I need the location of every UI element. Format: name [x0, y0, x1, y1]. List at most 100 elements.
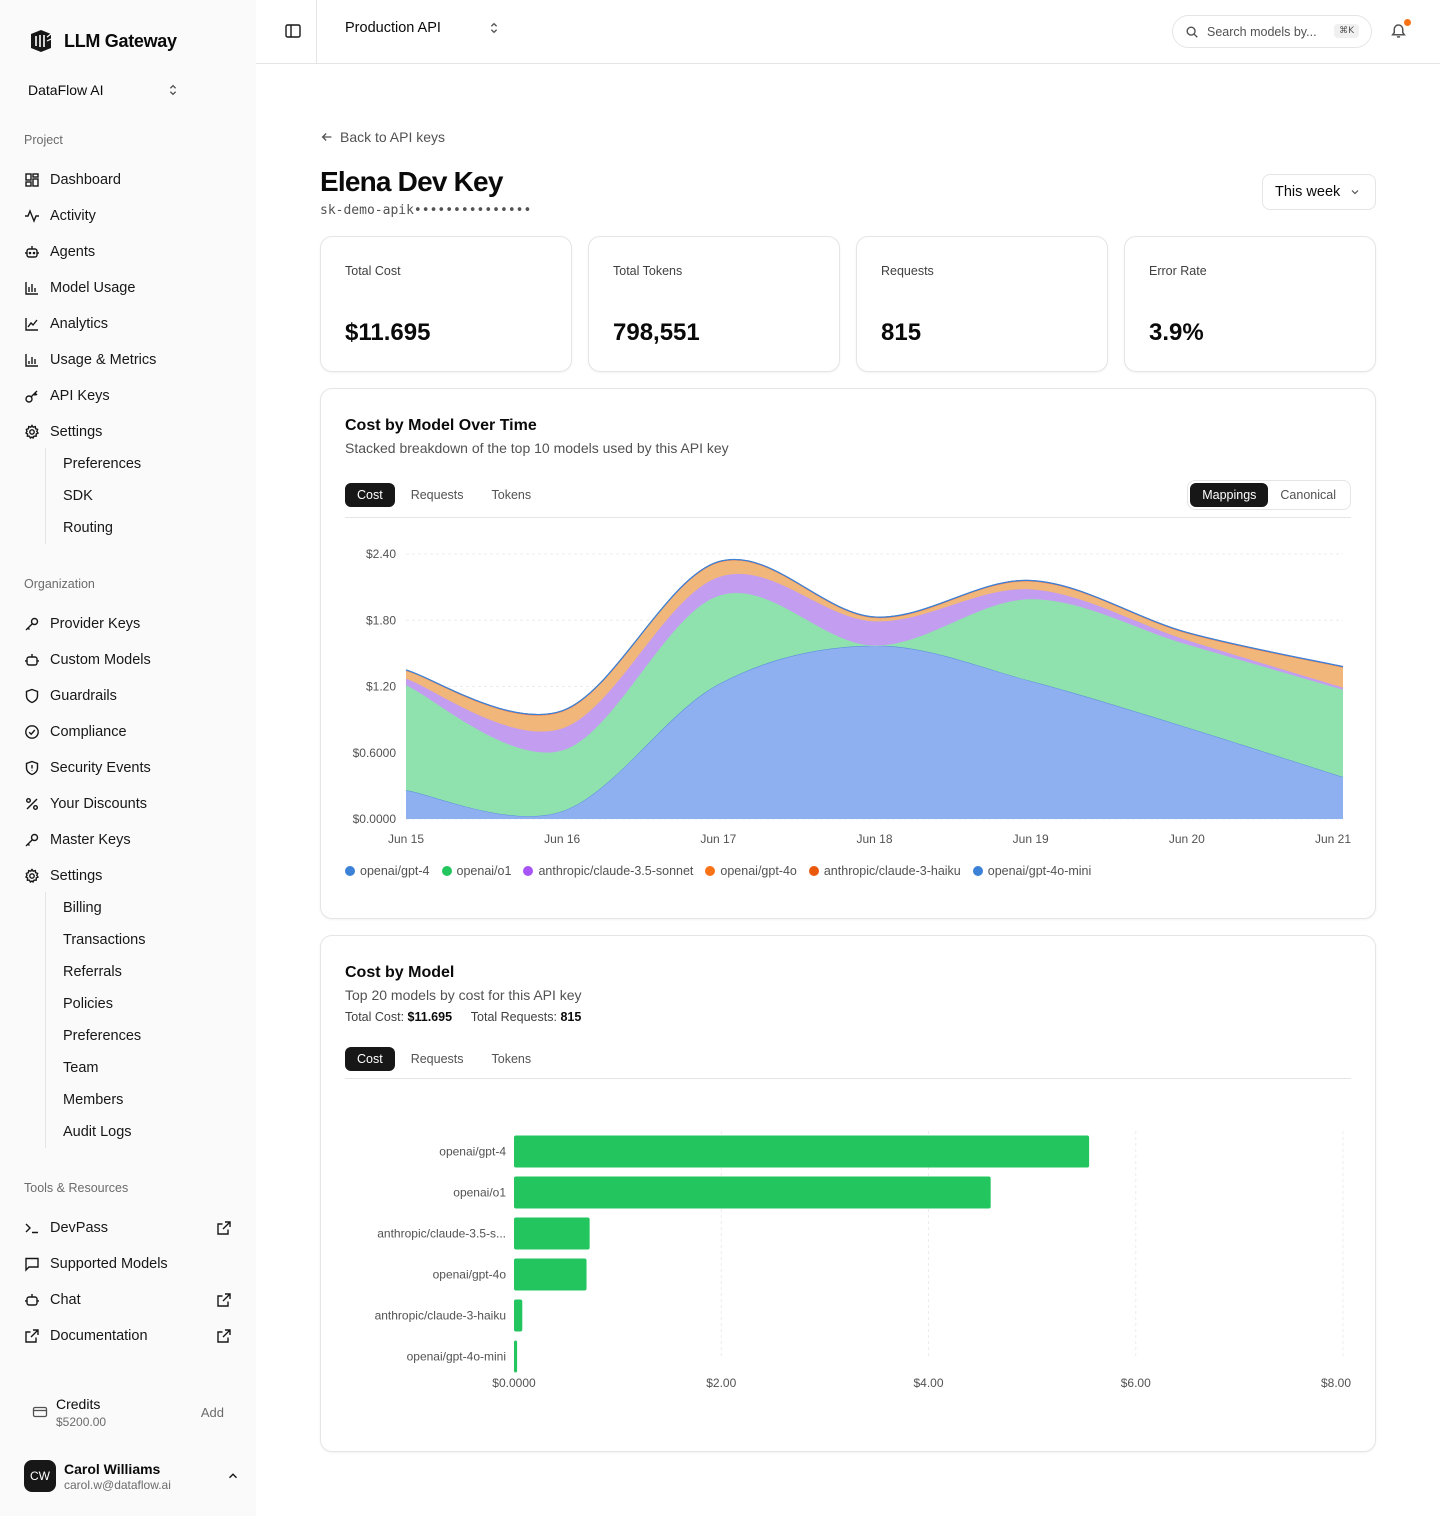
legend-item[interactable]: openai/gpt-4: [345, 864, 430, 878]
bar[interactable]: [514, 1340, 518, 1373]
nav-chat[interactable]: Chat: [16, 1284, 240, 1316]
external-link-icon: [25, 1329, 39, 1343]
x-tick-label: Jun 20: [1169, 832, 1205, 846]
stat-label: Total Tokens: [613, 264, 683, 278]
legend-item[interactable]: openai/gpt-4o: [705, 864, 797, 878]
chevron-up-icon: [229, 1473, 237, 1479]
section-label-project: Project: [24, 133, 63, 147]
bar[interactable]: [514, 1217, 590, 1250]
org-name: DataFlow AI: [28, 82, 104, 98]
nav-supported-models[interactable]: Supported Models: [16, 1248, 240, 1280]
shield-alert-icon: [25, 760, 39, 776]
card-subtitle: Top 20 models by cost for this API key: [345, 987, 582, 1003]
nav-custom-models[interactable]: Custom Models: [16, 644, 240, 676]
stat-label: Error Rate: [1149, 264, 1207, 278]
nav-label: Supported Models: [50, 1256, 168, 1272]
date-range-value: This week: [1275, 184, 1341, 200]
bar[interactable]: [514, 1176, 991, 1209]
nav-devpass[interactable]: DevPass: [16, 1212, 240, 1244]
date-range-select[interactable]: This week: [1262, 174, 1376, 210]
nav-provider-keys[interactable]: Provider Keys: [16, 608, 240, 640]
nav-sub-preferences[interactable]: Preferences: [63, 456, 142, 472]
panel-left-icon[interactable]: [284, 22, 302, 40]
bar-chart[interactable]: $0.0000 $2.00 $4.00 $6.00 $8.00openai/gpt-4o…: [321, 1101, 1375, 1431]
stat-card-total-cost: Total Cost $11.695: [320, 236, 572, 372]
legend-item[interactable]: openai/gpt-4o-mini: [972, 864, 1091, 878]
circle-check-icon: [25, 725, 39, 739]
nav-sub-billing[interactable]: Billing: [63, 900, 102, 916]
nav-label: Master Keys: [50, 832, 131, 848]
bar[interactable]: [514, 1258, 587, 1291]
nav-sub-members[interactable]: Members: [63, 1092, 124, 1108]
x-tick-label: Jun 15: [388, 832, 424, 846]
add-credits-button[interactable]: Add: [200, 1405, 224, 1420]
nav-analytics[interactable]: Analytics: [16, 308, 240, 340]
nav-api-keys[interactable]: API Keys: [16, 380, 240, 412]
nav-sub-transactions[interactable]: Transactions: [63, 932, 146, 948]
mode-canonical[interactable]: Canonical: [1280, 488, 1336, 502]
nav-sub-team[interactable]: Team: [63, 1060, 99, 1076]
area-series-0[interactable]: [406, 645, 1343, 819]
nav-project-settings[interactable]: Settings: [16, 416, 240, 448]
nav-guardrails[interactable]: Guardrails: [16, 680, 240, 712]
sidebar: LLM Gateway DataFlow AI Project Dashboar…: [0, 0, 256, 1516]
stat-value: $11.695: [345, 319, 431, 346]
nav-your-discounts[interactable]: Your Discounts: [16, 788, 240, 820]
legend-label: openai/gpt-4o: [720, 864, 797, 878]
nav-sub-audit-logs[interactable]: Audit Logs: [63, 1124, 132, 1140]
legend-item[interactable]: openai/o1: [441, 864, 511, 878]
nav-sub-preferences[interactable]: Preferences: [63, 1028, 142, 1044]
bell-icon[interactable]: [1390, 22, 1407, 39]
user-email: carol.w@dataflow.ai: [64, 1477, 171, 1492]
user-menu[interactable]: CW Carol Williams carol.w@dataflow.ai: [24, 1460, 240, 1492]
series-line-1: [405, 592, 1344, 754]
nav-compliance[interactable]: Compliance: [16, 716, 240, 748]
nav-model-usage[interactable]: Model Usage: [16, 272, 240, 304]
nav-usage-metrics[interactable]: Usage & Metrics: [16, 344, 240, 376]
project-select[interactable]: Production API: [345, 20, 501, 36]
nav-documentation[interactable]: Documentation: [16, 1320, 240, 1352]
tab-requests[interactable]: Requests: [410, 488, 464, 502]
chart-column-icon: [25, 354, 38, 367]
page-title: Elena Dev Key: [320, 166, 503, 197]
nav-sub-referrals[interactable]: Referrals: [63, 964, 122, 980]
search-input[interactable]: [1207, 24, 1327, 39]
nav-label: Dashboard: [50, 172, 121, 188]
nav-activity[interactable]: Activity: [16, 200, 240, 232]
nav-dashboard[interactable]: Dashboard: [16, 164, 240, 196]
tab-tokens[interactable]: Tokens: [491, 488, 532, 502]
nav-sub-sdk[interactable]: SDK: [63, 488, 93, 504]
total-requests-value: 815: [560, 1010, 582, 1024]
x-tick-label: $8.00: [1321, 1376, 1351, 1390]
nav-org-settings[interactable]: Settings: [16, 860, 240, 892]
tab-requests[interactable]: Requests: [410, 1052, 464, 1066]
nav-sub-policies[interactable]: Policies: [63, 996, 113, 1012]
legend-label: openai/gpt-4: [360, 864, 430, 878]
search-box[interactable]: ⌘K: [1172, 15, 1372, 48]
area-chart[interactable]: $0.0000 $0.6000 $1.20 $1.80 $2.40 Jun 15 Jun 1…: [321, 539, 1375, 869]
mode-mappings[interactable]: Mappings: [1190, 483, 1269, 507]
stat-label: Requests: [881, 264, 934, 278]
org-switcher[interactable]: DataFlow AI: [16, 72, 192, 108]
project-name: Production API: [345, 20, 441, 36]
nav-master-keys[interactable]: Master Keys: [16, 824, 240, 856]
back-link[interactable]: Back to API keys: [320, 129, 445, 145]
y-tick-label: $2.40: [366, 547, 396, 561]
bar[interactable]: [514, 1299, 523, 1332]
tab-cost[interactable]: Cost: [345, 483, 395, 507]
legend-item[interactable]: anthropic/claude-3.5-sonnet: [523, 864, 693, 878]
nav-sub-routing[interactable]: Routing: [63, 520, 113, 536]
tab-tokens[interactable]: Tokens: [491, 1052, 532, 1066]
tab-cost[interactable]: Cost: [345, 1047, 395, 1071]
nav-security-events[interactable]: Security Events: [16, 752, 240, 784]
area-series-2[interactable]: [406, 573, 1343, 753]
bar[interactable]: [514, 1135, 1090, 1168]
x-tick-label: Jun 19: [1013, 832, 1049, 846]
legend-item[interactable]: anthropic/claude-3-haiku: [808, 864, 961, 878]
stat-value: 3.9%: [1149, 319, 1204, 346]
brand[interactable]: LLM Gateway: [28, 28, 177, 54]
gear-icon: [25, 868, 40, 884]
area-series-1[interactable]: [406, 593, 1343, 817]
nav-agents[interactable]: Agents: [16, 236, 240, 268]
cost-by-model-card: Cost by Model Top 20 models by cost for …: [320, 935, 1376, 1452]
